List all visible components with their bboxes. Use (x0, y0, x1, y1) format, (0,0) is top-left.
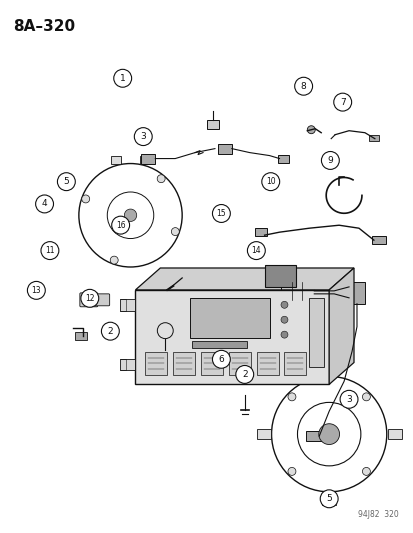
Circle shape (36, 195, 53, 213)
Circle shape (110, 256, 118, 264)
Text: 12: 12 (85, 294, 94, 303)
Circle shape (306, 126, 315, 134)
Text: 7: 7 (339, 98, 345, 107)
Circle shape (81, 289, 99, 307)
FancyBboxPatch shape (217, 144, 231, 154)
Circle shape (287, 467, 295, 475)
Text: 14: 14 (251, 246, 261, 255)
Circle shape (361, 467, 370, 475)
FancyBboxPatch shape (256, 429, 270, 439)
FancyBboxPatch shape (119, 299, 135, 311)
Circle shape (124, 209, 136, 222)
Polygon shape (135, 268, 353, 290)
FancyBboxPatch shape (75, 332, 87, 340)
FancyBboxPatch shape (321, 364, 335, 374)
FancyBboxPatch shape (135, 290, 328, 384)
FancyBboxPatch shape (254, 228, 266, 236)
FancyBboxPatch shape (145, 352, 167, 375)
Circle shape (235, 366, 253, 383)
Text: 1: 1 (119, 74, 125, 83)
Text: 13: 13 (31, 286, 41, 295)
Circle shape (361, 393, 370, 401)
Text: 9: 9 (327, 156, 332, 165)
Circle shape (171, 228, 179, 236)
Text: 8A–320: 8A–320 (13, 19, 75, 34)
FancyBboxPatch shape (201, 352, 222, 375)
Circle shape (57, 173, 75, 191)
Circle shape (280, 301, 287, 308)
FancyBboxPatch shape (306, 431, 321, 441)
FancyBboxPatch shape (173, 352, 195, 375)
FancyBboxPatch shape (321, 495, 335, 505)
Circle shape (81, 195, 90, 203)
Text: 11: 11 (45, 246, 55, 255)
Circle shape (280, 331, 287, 338)
Circle shape (333, 93, 351, 111)
Circle shape (134, 127, 152, 146)
FancyBboxPatch shape (80, 293, 97, 307)
Circle shape (101, 322, 119, 340)
Text: 16: 16 (116, 221, 125, 230)
Circle shape (247, 241, 265, 260)
FancyBboxPatch shape (284, 352, 306, 375)
Text: 3: 3 (345, 395, 351, 404)
Circle shape (339, 390, 357, 408)
Circle shape (287, 393, 295, 401)
Circle shape (320, 490, 337, 508)
FancyBboxPatch shape (387, 429, 401, 439)
Circle shape (280, 316, 287, 323)
FancyBboxPatch shape (264, 265, 296, 287)
Circle shape (261, 173, 279, 191)
Circle shape (318, 424, 339, 445)
Text: 4: 4 (42, 199, 47, 208)
FancyBboxPatch shape (140, 156, 150, 164)
FancyBboxPatch shape (190, 298, 269, 337)
FancyBboxPatch shape (284, 282, 313, 300)
Circle shape (320, 151, 339, 169)
Text: 5: 5 (325, 494, 331, 503)
Text: 5: 5 (63, 177, 69, 186)
FancyBboxPatch shape (192, 341, 246, 348)
Text: 6: 6 (218, 355, 224, 364)
FancyBboxPatch shape (368, 135, 378, 141)
Circle shape (157, 175, 165, 183)
Circle shape (114, 69, 131, 87)
FancyBboxPatch shape (119, 359, 135, 370)
Circle shape (212, 350, 230, 368)
Text: 94J82  320: 94J82 320 (357, 510, 398, 519)
Circle shape (112, 216, 129, 234)
FancyBboxPatch shape (371, 236, 385, 244)
Text: 3: 3 (140, 132, 146, 141)
FancyBboxPatch shape (93, 294, 109, 306)
FancyBboxPatch shape (141, 154, 155, 164)
FancyBboxPatch shape (110, 156, 120, 164)
Circle shape (27, 281, 45, 300)
Polygon shape (328, 268, 353, 384)
Circle shape (41, 241, 59, 260)
FancyBboxPatch shape (206, 120, 218, 129)
FancyBboxPatch shape (309, 298, 323, 367)
Circle shape (294, 77, 312, 95)
FancyBboxPatch shape (277, 155, 289, 163)
FancyBboxPatch shape (228, 352, 250, 375)
Text: 8: 8 (300, 82, 306, 91)
FancyBboxPatch shape (256, 352, 278, 375)
Text: 2: 2 (107, 327, 113, 336)
Text: 15: 15 (216, 209, 225, 218)
Text: 10: 10 (265, 177, 275, 186)
FancyBboxPatch shape (348, 282, 364, 304)
Text: 2: 2 (241, 370, 247, 379)
Circle shape (212, 205, 230, 222)
